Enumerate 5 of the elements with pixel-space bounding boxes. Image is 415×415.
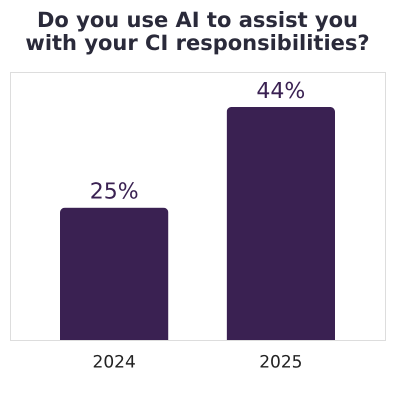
data-label: 25% — [90, 180, 139, 205]
chart-title: Do you use AI to assist you with your CI responsibilities? — [25, 8, 370, 55]
x-tick-label: 2024 — [92, 352, 136, 372]
data-label: 44% — [256, 78, 306, 104]
x-tick-label: 2025 — [259, 352, 302, 372]
